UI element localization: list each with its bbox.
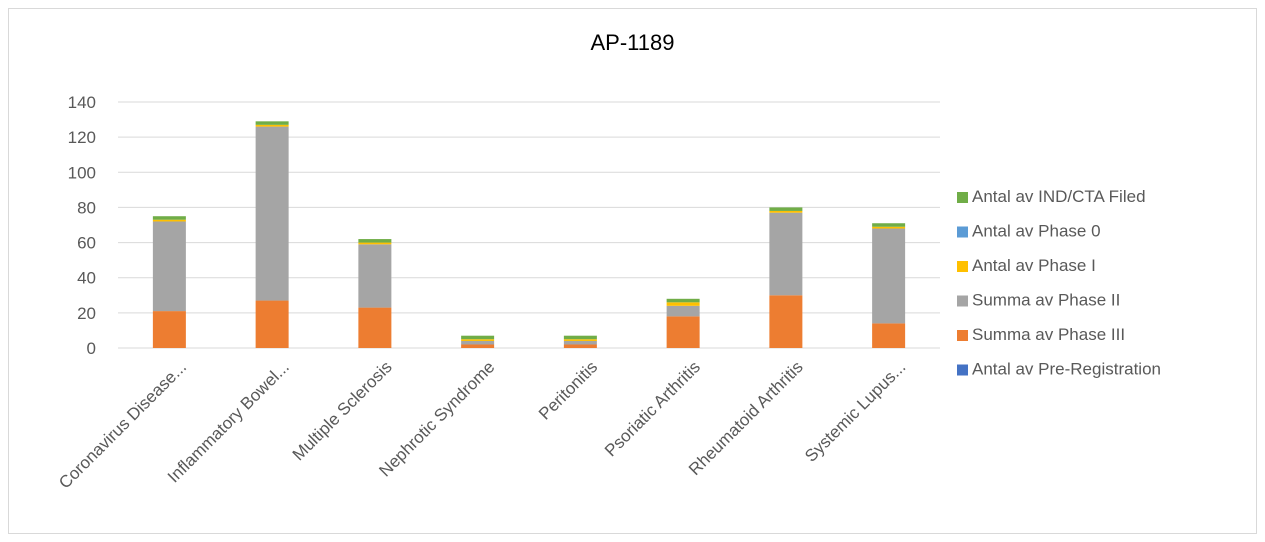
bar-segment	[255, 300, 289, 348]
legend-swatch	[957, 330, 968, 341]
legend-swatch	[957, 192, 968, 203]
bar-segment	[666, 302, 700, 306]
bar-segment	[152, 221, 186, 312]
legend-label: Summa av Phase III	[972, 325, 1125, 344]
x-tick-label: Nephrotic Syndrome	[375, 357, 498, 480]
legend-label: Antal av Pre-Registration	[972, 360, 1161, 379]
bar-segment	[461, 339, 495, 341]
bar-segment	[461, 340, 495, 345]
x-tick-label: Multiple Sclerosis	[289, 357, 396, 464]
y-tick-label: 100	[68, 163, 96, 182]
chart-frame	[8, 8, 1257, 534]
legend-swatch	[957, 364, 968, 376]
x-axis: Coronavirus Disease...Inflammatory Bowel…	[55, 357, 909, 492]
bar-segment	[358, 307, 392, 348]
bar-segment	[563, 344, 597, 348]
legend-swatch	[957, 295, 968, 307]
bar-segment	[152, 216, 186, 220]
bar-segment	[152, 311, 186, 348]
y-tick-label: 80	[77, 198, 96, 217]
bar-segment	[872, 323, 906, 348]
x-tick-label: Rheumatoid Arthritis	[685, 357, 807, 479]
y-tick-label: 140	[68, 93, 96, 112]
bar-segment	[769, 212, 803, 296]
bar-segment	[769, 295, 803, 348]
bar-segment	[563, 335, 597, 340]
chart-title: AP-1189	[590, 30, 675, 55]
bar-segment	[666, 305, 700, 317]
bar-segment	[255, 126, 289, 301]
bar-segment	[769, 207, 803, 211]
bar-segment	[666, 298, 700, 303]
bar-segment	[461, 344, 495, 348]
bar-segment	[872, 223, 906, 227]
bar-segment	[769, 210, 803, 213]
y-tick-label: 120	[68, 128, 96, 147]
bar-segment	[358, 244, 392, 308]
bar-segment	[358, 242, 392, 245]
y-tick-label: 20	[77, 304, 96, 323]
legend-label: Antal av IND/CTA Filed	[972, 187, 1146, 206]
legend-label: Summa av Phase II	[972, 291, 1120, 310]
x-tick-label: Psoriatic Arthritis	[601, 357, 704, 460]
bar-segment	[255, 124, 289, 127]
gridlines	[118, 101, 940, 349]
legend: Antal av IND/CTA Filed Antal av Phase 0 An…	[957, 187, 1161, 379]
bar-segment	[666, 316, 700, 348]
x-tick-label: Peritonitis	[535, 357, 601, 423]
bar-segment	[255, 121, 289, 125]
bar-segment	[461, 335, 495, 340]
bars	[152, 121, 906, 348]
y-tick-label: 60	[77, 234, 96, 253]
bar-segment	[563, 339, 597, 341]
y-tick-label: 0	[87, 339, 96, 358]
y-tick-label: 40	[77, 269, 96, 288]
legend-swatch	[957, 226, 968, 238]
bar-segment	[872, 228, 906, 324]
bar-segment	[358, 239, 392, 243]
bar-segment	[563, 340, 597, 345]
bar-segment	[872, 226, 906, 229]
x-tick-label: Systemic Lupus...	[801, 357, 909, 465]
legend-label: Antal av Phase I	[972, 256, 1096, 275]
legend-label: Antal av Phase 0	[972, 222, 1101, 241]
y-axis: 0 20 40 60 80 100 120 140	[68, 93, 96, 358]
bar-segment	[152, 219, 186, 222]
legend-swatch	[957, 261, 968, 272]
